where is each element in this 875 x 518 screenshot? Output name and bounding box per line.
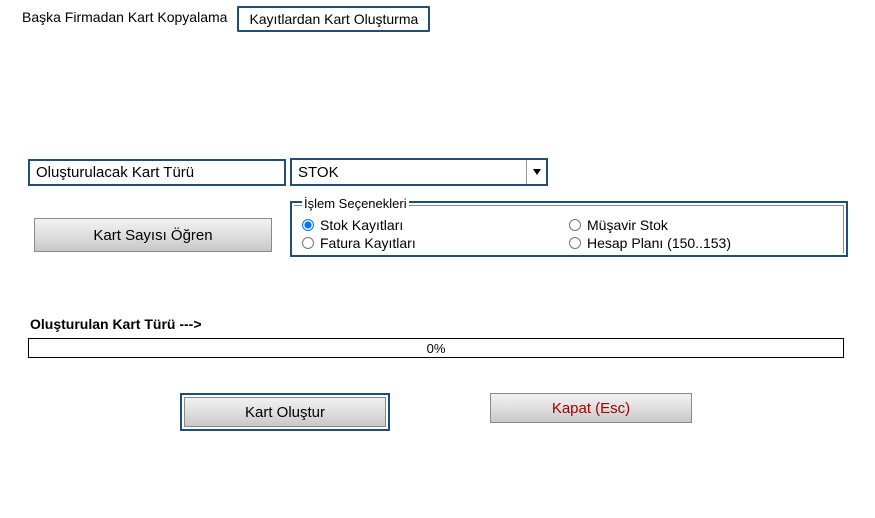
radio-account-plan-input[interactable] — [569, 237, 581, 249]
tab-create-from-records[interactable]: Kayıtlardan Kart Oluşturma — [237, 6, 430, 32]
close-button[interactable]: Kapat (Esc) — [490, 393, 692, 423]
process-options-legend: İşlem Seçenekleri — [302, 196, 409, 211]
radio-stock-records-input[interactable] — [302, 219, 314, 231]
card-type-dropdown-arrow[interactable] — [526, 160, 546, 184]
radio-account-plan[interactable]: Hesap Planı (150..153) — [569, 235, 836, 251]
card-type-select[interactable] — [292, 160, 526, 184]
tab-copy-from-firm[interactable]: Başka Firmadan Kart Kopyalama — [12, 6, 237, 28]
radio-invoice-records[interactable]: Fatura Kayıtları — [302, 235, 569, 251]
radio-invoice-records-label: Fatura Kayıtları — [320, 235, 416, 251]
process-options-fieldset: İşlem Seçenekleri Stok Kayıtları Müşavir… — [290, 201, 848, 257]
progress-value: 0% — [427, 341, 446, 356]
radio-invoice-records-input[interactable] — [302, 237, 314, 249]
radio-advisor-stock-label: Müşavir Stok — [587, 217, 668, 233]
learn-count-button[interactable]: Kart Sayısı Öğren — [34, 218, 272, 252]
progress-bar: 0% — [28, 338, 844, 358]
tab-strip: Başka Firmadan Kart Kopyalama Kayıtlarda… — [0, 0, 875, 32]
radio-stock-records-label: Stok Kayıtları — [320, 217, 403, 233]
card-type-select-wrap — [290, 158, 548, 186]
create-button-highlight: Kart Oluştur — [180, 393, 390, 431]
bottom-button-row: Kart Oluştur Kapat (Esc) — [0, 393, 875, 431]
card-type-row: Oluşturulacak Kart Türü — [28, 158, 548, 186]
progress-label: Oluşturulan Kart Türü ---> — [30, 316, 202, 332]
radio-stock-records[interactable]: Stok Kayıtları — [302, 217, 569, 233]
create-card-button[interactable]: Kart Oluştur — [184, 397, 386, 427]
radio-account-plan-label: Hesap Planı (150..153) — [587, 235, 731, 251]
card-type-label: Oluşturulacak Kart Türü — [28, 159, 286, 186]
radio-advisor-stock[interactable]: Müşavir Stok — [569, 217, 836, 233]
process-options-group: Stok Kayıtları Müşavir Stok Fatura Kayıt… — [302, 217, 836, 251]
radio-advisor-stock-input[interactable] — [569, 219, 581, 231]
